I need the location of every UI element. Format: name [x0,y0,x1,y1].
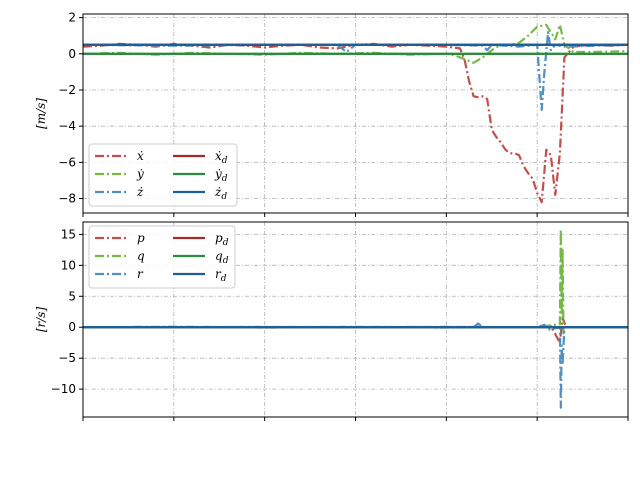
y-tick-label: 0 [68,320,76,334]
legend-label: pd [215,231,229,248]
y-tick-label: 15 [61,227,76,241]
legend-box [88,225,236,289]
series-group [83,23,628,204]
y-tick-label: −8 [58,192,76,206]
legend-label: żd [214,185,227,202]
legend-box [88,143,238,207]
legend-label: r [137,267,144,281]
legend-label: ẋ [137,149,144,163]
y-tick-label: −10 [51,382,76,396]
series-line-2 [83,23,628,64]
series-line-2 [83,228,628,335]
legend-label: ẏd [214,167,228,184]
legend-label: ż [136,185,144,199]
legend-label: p [137,231,145,245]
y-tick-label: 0 [68,47,76,61]
y-tick-label: 2 [68,11,76,25]
legend-label: q [137,249,145,263]
series-line-1 [83,42,628,204]
y-tick-label: −6 [58,155,76,169]
legend-label: ẋd [215,149,228,166]
y-tick-label: −5 [58,351,76,365]
y-tick-label: 5 [68,289,76,303]
y-axis-label: [m/s] [34,98,48,129]
legend-label: ẏ [136,167,144,181]
series-group [83,228,628,409]
legend-label: qd [215,249,229,266]
y-tick-label: −4 [58,119,76,133]
legend-label: rd [215,267,227,284]
y-tick-label: 10 [61,258,76,272]
series-line-3 [83,30,628,112]
y-axis-label: [r/s] [34,307,48,333]
y-tick-label: −2 [58,83,76,97]
